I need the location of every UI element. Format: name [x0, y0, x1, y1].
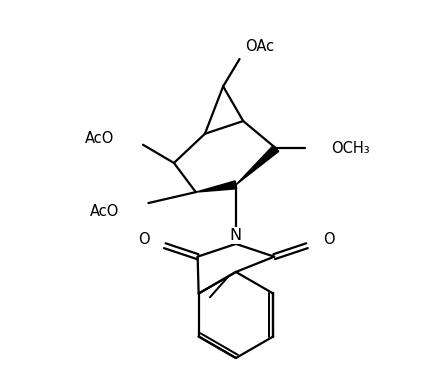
Text: OCH₃: OCH₃ [330, 141, 368, 156]
Polygon shape [195, 181, 236, 192]
Polygon shape [235, 145, 278, 185]
Text: N: N [230, 228, 241, 243]
Text: AcO: AcO [85, 131, 114, 146]
Text: O: O [322, 232, 334, 247]
Text: O: O [138, 232, 149, 247]
Text: OAc: OAc [244, 39, 274, 54]
Text: AcO: AcO [90, 204, 119, 219]
